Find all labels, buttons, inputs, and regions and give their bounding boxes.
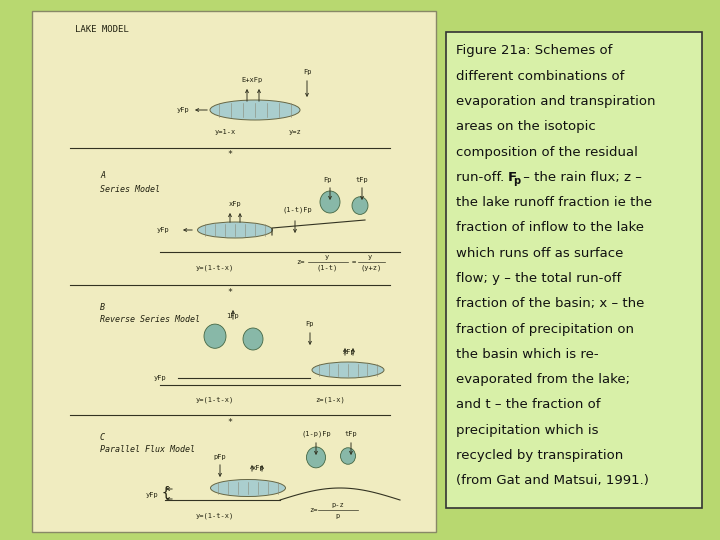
Text: Parallel Flux Model: Parallel Flux Model	[100, 446, 195, 455]
Text: y=(1-t-x): y=(1-t-x)	[196, 265, 234, 271]
Text: – the rain flux; z –: – the rain flux; z –	[518, 171, 642, 184]
Text: Fp: Fp	[302, 69, 311, 75]
Text: 1Fp: 1Fp	[227, 313, 239, 319]
Text: flow; y – the total run-off: flow; y – the total run-off	[456, 272, 621, 285]
Bar	[32, 11, 436, 532]
Text: which runs off as surface: which runs off as surface	[456, 247, 624, 260]
Text: tFp: tFp	[345, 431, 357, 437]
Text: evaporated from the lake;: evaporated from the lake;	[456, 373, 631, 386]
Bar	[446, 32, 702, 508]
Ellipse shape	[210, 480, 286, 496]
Text: xFp: xFp	[251, 465, 264, 471]
Text: p: p	[513, 176, 521, 186]
Text: Series Model: Series Model	[100, 186, 160, 194]
Text: pFp: pFp	[214, 454, 226, 460]
Text: fraction of inflow to the lake: fraction of inflow to the lake	[456, 221, 644, 234]
Text: =: =	[352, 259, 356, 265]
Text: precipitation which is: precipitation which is	[456, 424, 599, 437]
Text: y=(1-t-x): y=(1-t-x)	[196, 513, 234, 519]
Text: y: y	[325, 254, 329, 260]
Text: yFp: yFp	[176, 107, 189, 113]
Text: y=z: y=z	[289, 129, 302, 135]
Ellipse shape	[341, 448, 356, 464]
Text: E+xFp: E+xFp	[241, 77, 263, 83]
Text: yFp: yFp	[157, 227, 169, 233]
Ellipse shape	[352, 197, 368, 214]
Text: evaporation and transpiration: evaporation and transpiration	[456, 95, 656, 108]
Text: yFp: yFp	[153, 375, 166, 381]
Text: the lake runoff fraction ie the: the lake runoff fraction ie the	[456, 196, 652, 209]
Text: (1-t)Fp: (1-t)Fp	[282, 207, 312, 213]
Ellipse shape	[197, 222, 272, 238]
Text: y: y	[368, 254, 372, 260]
Text: xFp: xFp	[229, 201, 241, 207]
Text: different combinations of: different combinations of	[456, 70, 625, 83]
Text: run-off.: run-off.	[456, 171, 509, 184]
Text: Reverse Series Model: Reverse Series Model	[100, 315, 200, 325]
Text: and t – the fraction of: and t – the fraction of	[456, 399, 601, 411]
Text: LAKE MODEL: LAKE MODEL	[75, 25, 129, 35]
Ellipse shape	[320, 191, 340, 213]
Text: (y+z): (y+z)	[361, 265, 382, 271]
Text: *: *	[228, 417, 233, 427]
Text: A: A	[100, 171, 105, 179]
Text: *: *	[228, 151, 233, 159]
Text: (1-p)Fp: (1-p)Fp	[301, 431, 331, 437]
Text: recycled by transpiration: recycled by transpiration	[456, 449, 624, 462]
Text: tFp: tFp	[356, 177, 369, 183]
Text: C: C	[100, 434, 105, 442]
Text: y=(1-t-x): y=(1-t-x)	[196, 397, 234, 403]
Text: p: p	[336, 513, 340, 519]
Text: (from Gat and Matsui, 1991.): (from Gat and Matsui, 1991.)	[456, 474, 649, 487]
Text: areas on the isotopic: areas on the isotopic	[456, 120, 596, 133]
Text: {: {	[162, 486, 171, 500]
Text: Fp: Fp	[306, 321, 314, 327]
Ellipse shape	[312, 362, 384, 378]
Text: z=: z=	[310, 507, 318, 513]
Text: the basin which is re-: the basin which is re-	[456, 348, 599, 361]
Text: Fp: Fp	[324, 177, 332, 183]
Text: (1-t): (1-t)	[316, 265, 338, 271]
Text: fraction of precipitation on: fraction of precipitation on	[456, 322, 634, 335]
Text: p-z: p-z	[332, 502, 344, 508]
Text: y=1-x: y=1-x	[215, 129, 235, 135]
Ellipse shape	[243, 328, 263, 350]
Ellipse shape	[307, 447, 325, 468]
Text: composition of the residual: composition of the residual	[456, 146, 638, 159]
Text: z=: z=	[297, 259, 305, 265]
Text: z=(1-x): z=(1-x)	[315, 397, 345, 403]
Text: F: F	[508, 171, 517, 184]
Ellipse shape	[210, 100, 300, 120]
Ellipse shape	[204, 324, 226, 348]
Text: *: *	[228, 287, 233, 296]
Text: Figure 21a: Schemes of: Figure 21a: Schemes of	[456, 44, 613, 57]
Text: xFp: xFp	[343, 349, 356, 355]
Text: yFp: yFp	[145, 492, 158, 498]
Text: fraction of the basin; x – the: fraction of the basin; x – the	[456, 298, 645, 310]
Text: B: B	[100, 303, 105, 313]
